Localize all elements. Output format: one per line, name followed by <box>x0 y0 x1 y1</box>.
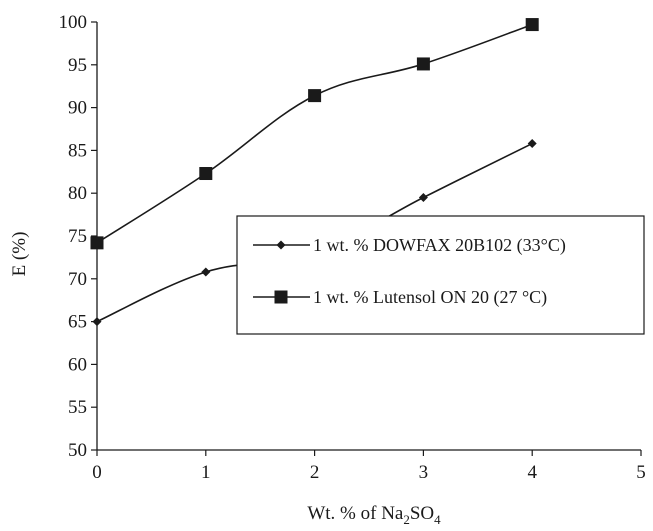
x-axis-label-main: Wt. % of Na <box>307 503 404 524</box>
x-axis-label: Wt. % of Na2SO4 <box>307 503 441 526</box>
axes: 50 55 60 65 70 75 80 85 90 95 100 0 1 2 3 4 5 <box>59 12 646 483</box>
x-axis-label-sub2: 4 <box>434 512 441 526</box>
data-point-lutensol-4 <box>525 18 539 32</box>
legend-label-lutensol: 1 wt. % Lutensol ON 20 (27 °C) <box>313 287 547 308</box>
data-point-dowfax-4 <box>527 139 537 149</box>
x-tick-label-0: 0 <box>92 462 102 483</box>
y-tick-label-90: 90 <box>68 98 87 119</box>
legend-label-dowfax: 1 wt. % DOWFAX 20B102 (33°C) <box>313 235 566 256</box>
legend-items <box>253 240 310 304</box>
data-point-dowfax-0 <box>92 317 102 327</box>
data-point-lutensol-3 <box>416 57 430 71</box>
data-point-lutensol-1 <box>199 167 213 181</box>
y-tick-label-55: 55 <box>68 397 87 418</box>
x-tick-label-3: 3 <box>419 462 429 483</box>
data-point-dowfax-1 <box>201 267 211 277</box>
x-tick-label-1: 1 <box>201 462 211 483</box>
y-tick-label-50: 50 <box>68 440 87 461</box>
y-tick-label-100: 100 <box>59 12 88 33</box>
data-point-lutensol-2 <box>308 89 322 103</box>
legend-marker-dowfax <box>276 240 286 250</box>
y-tick-label-85: 85 <box>68 140 87 161</box>
y-tick-label-75: 75 <box>68 226 87 247</box>
x-axis-label-mid: SO <box>410 503 434 524</box>
legend-marker-lutensol <box>274 290 288 304</box>
y-tick-label-60: 60 <box>68 354 87 375</box>
x-tick-label-4: 4 <box>527 462 537 483</box>
x-axis-label-sub: 2 <box>403 512 410 526</box>
x-tick-label-5: 5 <box>636 462 646 483</box>
data-point-dowfax-3 <box>418 192 428 202</box>
legend: 1 wt. % DOWFAX 20B102 (33°C) 1 wt. % Lut… <box>236 215 645 335</box>
legend-box <box>236 215 645 335</box>
y-tick-label-70: 70 <box>68 269 87 290</box>
y-tick-label-65: 65 <box>68 312 87 333</box>
data-point-lutensol-0 <box>90 236 104 250</box>
y-tick-label-95: 95 <box>68 55 87 76</box>
y-axis-label: E (%) <box>9 232 30 277</box>
x-tick-label-2: 2 <box>310 462 320 483</box>
series-line-lutensol <box>96 23 533 244</box>
series-lutensol <box>90 18 539 250</box>
y-tick-label-80: 80 <box>68 183 87 204</box>
